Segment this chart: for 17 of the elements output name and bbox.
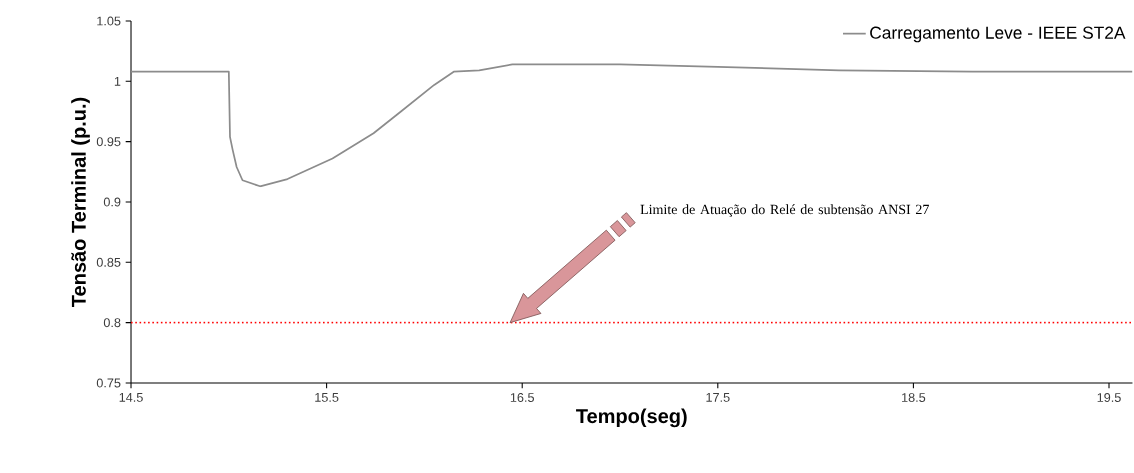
x-axis-title: Tempo(seg) bbox=[576, 408, 687, 428]
y-tick-label: 0.8 bbox=[103, 318, 121, 328]
x-tick-label: 17.5 bbox=[706, 393, 730, 402]
y-tick-label: 1 bbox=[114, 76, 121, 86]
y-tick-label: 0.95 bbox=[96, 137, 121, 147]
x-tick-label: 16.5 bbox=[510, 393, 535, 402]
x-tick-label: 14.5 bbox=[119, 393, 143, 402]
x-tick-label: 15.5 bbox=[315, 393, 339, 402]
x-tick-label: 19.5 bbox=[1097, 393, 1121, 402]
y-axis-title: Tensão Terminal (p.u.) bbox=[71, 97, 90, 307]
y-tick-label: 0.75 bbox=[96, 378, 121, 388]
y-tick-label: 1.05 bbox=[97, 16, 121, 26]
x-tick-label: 18.5 bbox=[902, 393, 926, 402]
y-tick-label: 0.9 bbox=[103, 197, 121, 207]
annotation: Limite de Atuação do Relé de subtensão ANSI 27 bbox=[640, 204, 929, 217]
y-tick-label: 0.85 bbox=[96, 257, 121, 267]
legend-label: Carregamento Leve - IEEE ST2A bbox=[870, 26, 1126, 43]
